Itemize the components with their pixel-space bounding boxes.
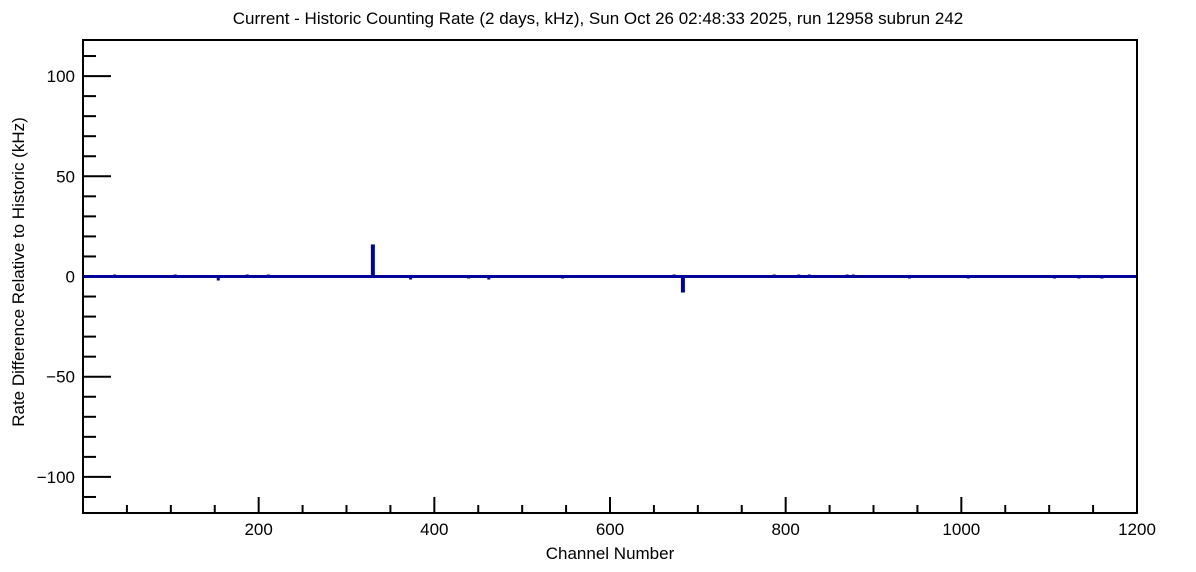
svg-text:1000: 1000 bbox=[942, 520, 980, 539]
x-axis-ticks bbox=[125, 497, 1138, 512]
chart-title: Current - Historic Counting Rate (2 days… bbox=[232, 9, 964, 28]
y-axis-ticks bbox=[84, 55, 111, 498]
histogram-line bbox=[84, 244, 1136, 293]
svg-text:50: 50 bbox=[56, 167, 75, 186]
svg-text:1200: 1200 bbox=[1118, 520, 1156, 539]
svg-text:100: 100 bbox=[47, 67, 75, 86]
plot-frame bbox=[82, 39, 1138, 514]
x-axis-label: Channel Number bbox=[545, 544, 675, 563]
svg-text:200: 200 bbox=[244, 520, 272, 539]
svg-text:600: 600 bbox=[596, 520, 624, 539]
svg-text:−50: −50 bbox=[46, 368, 75, 387]
x-axis-tick-labels: 200 400 600 800 1000 1200 bbox=[244, 520, 1155, 539]
svg-text:800: 800 bbox=[771, 520, 799, 539]
y-axis-tick-labels: 100 50 0 −50 −100 bbox=[37, 67, 75, 487]
svg-text:0: 0 bbox=[66, 268, 75, 287]
svg-text:−100: −100 bbox=[37, 468, 75, 487]
svg-text:400: 400 bbox=[420, 520, 448, 539]
